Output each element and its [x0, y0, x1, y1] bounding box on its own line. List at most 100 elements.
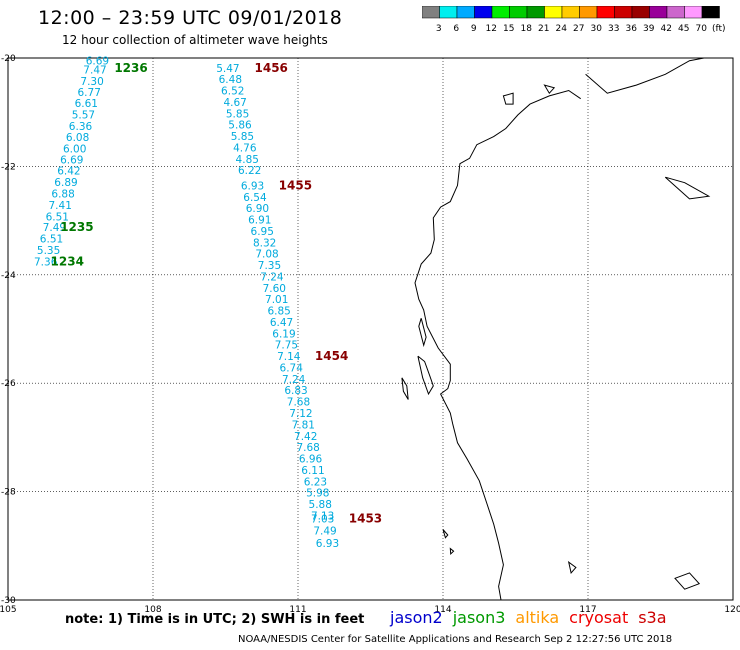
wave-height-value: 6.89 — [54, 177, 77, 189]
wave-height-value: 7.81 — [292, 419, 315, 431]
legend-jason2: jason2 — [390, 608, 443, 627]
wave-height-value: 6.93 — [316, 538, 339, 550]
colorbar-label: 3 — [436, 24, 442, 34]
colorbar-label: (ft) — [712, 24, 726, 34]
colorbar-label: 15 — [503, 24, 514, 34]
wave-height-value: 5.57 — [72, 109, 95, 121]
colorbar-label: 39 — [643, 24, 655, 34]
wave-height-value: 7.35 — [258, 260, 281, 272]
footnote: note: 1) Time is in UTC; 2) SWH is in fe… — [65, 612, 365, 627]
wave-height-value: 7.03 — [311, 514, 334, 526]
coastline — [585, 57, 705, 94]
wave-height-value: 6.52 — [221, 86, 244, 98]
colorbar-label: 21 — [538, 24, 549, 34]
wave-height-value: 5.86 — [228, 120, 252, 132]
colorbar-label: 42 — [661, 24, 672, 34]
coastline — [418, 318, 427, 348]
wave-height-value: 8.32 — [253, 237, 276, 249]
wave-height-value: 7.49 — [43, 222, 66, 234]
lat-tick-label: -24 — [1, 271, 16, 281]
pass-time-label: 1235 — [60, 220, 93, 234]
colorbar-label: 6 — [453, 24, 459, 34]
lon-tick-label: 117 — [579, 605, 596, 615]
colorbar-label: 33 — [608, 24, 619, 34]
lon-tick-label: 120 — [724, 605, 740, 615]
lon-tick-label: 114 — [434, 605, 451, 615]
wave-height-value: 7.12 — [289, 408, 312, 420]
wave-height-value: 5.88 — [309, 499, 332, 511]
wave-height-value: 4.76 — [233, 142, 257, 154]
pass-time-label: 1456 — [255, 61, 288, 75]
legend-altika: altika — [515, 608, 560, 627]
lon-tick-label: 111 — [289, 605, 306, 615]
wave-height-value: 7.24 — [282, 374, 306, 386]
wave-height-value: 6.88 — [51, 189, 74, 201]
wave-height-value: 7.01 — [265, 294, 288, 306]
wave-height-value: 7.47 — [83, 64, 106, 76]
colorbar-label: 70 — [696, 24, 708, 34]
colorbar-swatch — [701, 6, 720, 19]
wave-height-value: 6.48 — [219, 74, 242, 86]
coastline — [414, 89, 581, 601]
pass-time-label: 1455 — [279, 178, 312, 192]
colorbar-legend: 3 6 9 12 15 18 21 24 27 30 33 36 39 42 45 70 (ft) — [422, 6, 726, 34]
wave-height-value: 7.42 — [294, 431, 317, 443]
island-outline — [449, 547, 455, 555]
pass-time-label: 1236 — [114, 61, 147, 75]
wave-height-value: 6.00 — [63, 144, 86, 156]
wave-height-value: 6.91 — [248, 215, 271, 227]
wave-height-value: 6.23 — [304, 476, 327, 488]
wave-height-value: 6.77 — [78, 87, 101, 99]
pass-time-label: 1453 — [349, 512, 382, 526]
colorbar-label: 24 — [556, 24, 568, 34]
wave-height-value: 6.54 — [243, 192, 267, 204]
wave-height-value: 7.36 — [34, 256, 58, 268]
legend-s3a: s3a — [638, 608, 667, 627]
wave-height-value: 7.49 — [313, 526, 336, 538]
legend-cryosat: cryosat — [569, 608, 629, 627]
chart-title: 12:00 – 23:59 UTC 09/01/2018 — [38, 7, 343, 29]
wave-height-value: 6.08 — [66, 132, 89, 144]
island-outline — [674, 572, 701, 590]
colorbar-label: 9 — [471, 24, 477, 34]
colorbar-label: 45 — [678, 24, 689, 34]
wave-height-value: 7.08 — [255, 249, 278, 261]
coastline — [401, 377, 409, 400]
island-outline — [502, 92, 514, 105]
colorbar-label: 30 — [591, 24, 603, 34]
wave-height-value: 6.96 — [299, 454, 323, 466]
legend-jason3: jason3 — [452, 608, 506, 627]
lat-tick-label: -28 — [1, 488, 16, 498]
lon-tick-label: 108 — [144, 605, 161, 615]
island-outline — [567, 560, 577, 574]
wave-height-value: 5.98 — [306, 488, 329, 500]
wave-height-value: 5.35 — [37, 245, 60, 257]
wave-height-value: 6.85 — [267, 306, 290, 318]
colorbar-label: 36 — [626, 24, 638, 34]
wave-height-value: 6.47 — [270, 317, 293, 329]
colorbar-label: 27 — [573, 24, 584, 34]
pass-time-label: 1454 — [315, 349, 348, 363]
coastline — [417, 355, 434, 396]
wave-height-value: 6.61 — [75, 98, 98, 110]
wave-height-value: 5.47 — [216, 63, 239, 75]
wave-height-value: 6.69 — [60, 154, 83, 166]
wave-height-value: 7.24 — [260, 271, 284, 283]
island-outline — [664, 176, 711, 200]
wave-height-value: 7.30 — [80, 76, 103, 88]
island-outline — [442, 529, 449, 539]
lat-tick-label: -26 — [1, 379, 16, 389]
wave-height-value: 5.85 — [231, 131, 254, 143]
wave-height-value: 6.22 — [238, 165, 261, 177]
wave-height-value: 7.13 — [311, 510, 334, 522]
wave-height-value: 6.83 — [284, 385, 307, 397]
island-outline — [543, 84, 556, 95]
colorbar-label: 18 — [521, 24, 533, 34]
wave-height-value: 5.85 — [226, 108, 249, 120]
wave-height-value: 6.69 — [86, 56, 109, 68]
wave-height-value: 6.74 — [280, 362, 304, 374]
chart-subtitle: 12 hour collection of altimeter wave hei… — [62, 33, 328, 47]
wave-height-value: 6.90 — [246, 203, 269, 215]
lat-tick-label: -20 — [1, 54, 16, 64]
